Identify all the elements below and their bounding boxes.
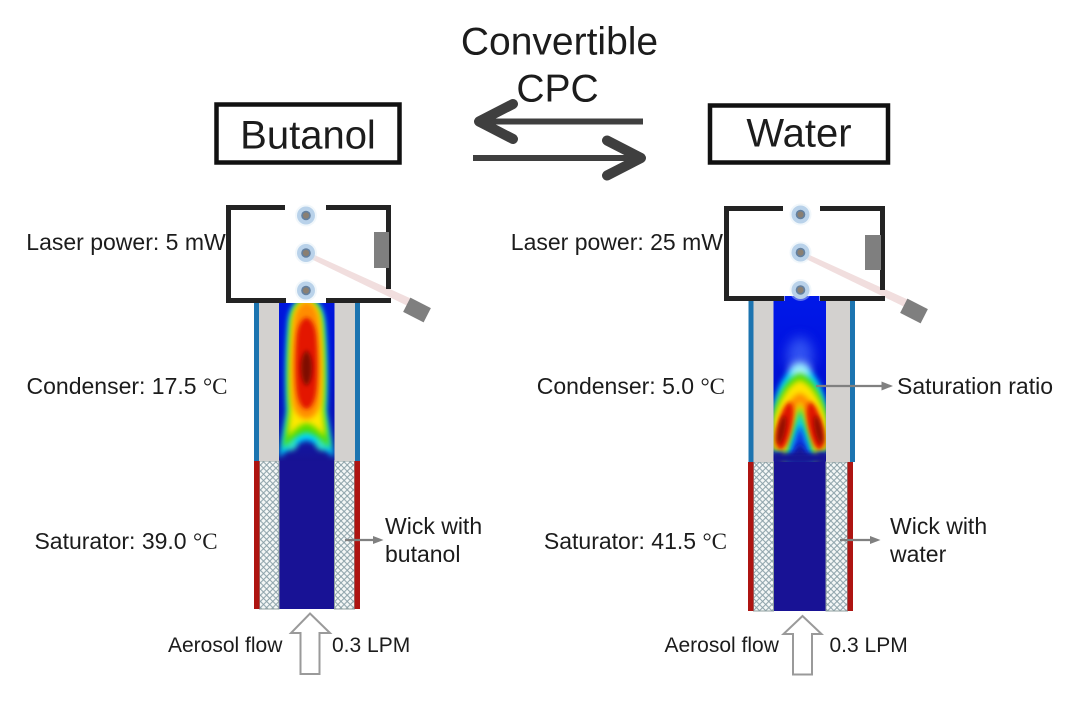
- svg-text:Wick with: Wick with: [385, 513, 482, 539]
- svg-text:Laser power: 25 mW: Laser power: 25 mW: [511, 229, 723, 255]
- svg-text:Condenser: 5.0 °C: Condenser: 5.0 °C: [537, 373, 725, 399]
- svg-text:Saturation ratio: Saturation ratio: [897, 373, 1053, 399]
- svg-text:0.3 LPM: 0.3 LPM: [332, 634, 410, 657]
- svg-text:Aerosol flow: Aerosol flow: [168, 634, 283, 657]
- svg-text:water: water: [889, 541, 947, 567]
- svg-text:Condenser: 17.5 °C: Condenser: 17.5 °C: [27, 373, 228, 399]
- svg-text:Laser power: 5 mW: Laser power: 5 mW: [26, 229, 226, 255]
- svg-text:Butanol: Butanol: [240, 114, 376, 158]
- svg-text:CPC: CPC: [516, 68, 598, 111]
- svg-text:butanol: butanol: [385, 541, 460, 567]
- svg-text:0.3 LPM: 0.3 LPM: [830, 634, 908, 657]
- svg-text:Saturator: 41.5 °C: Saturator: 41.5 °C: [544, 528, 727, 554]
- svg-text:Saturator: 39.0 °C: Saturator: 39.0 °C: [34, 528, 217, 554]
- svg-text:Aerosol flow: Aerosol flow: [665, 634, 780, 657]
- svg-text:Wick with: Wick with: [890, 513, 987, 539]
- svg-text:Convertible: Convertible: [461, 21, 658, 64]
- svg-text:Water: Water: [746, 112, 851, 156]
